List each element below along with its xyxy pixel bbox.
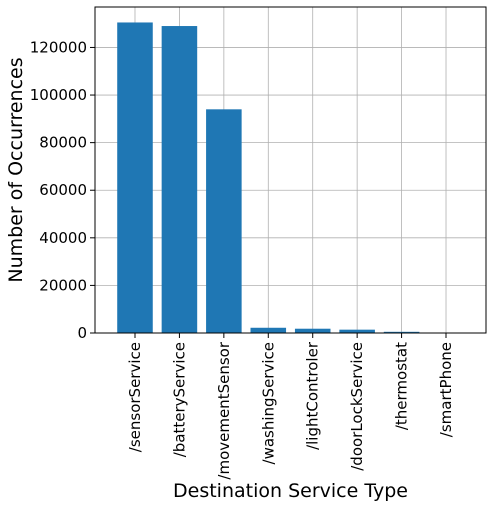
bar [161, 26, 198, 333]
x-tick-label: /movementSensor [215, 341, 233, 479]
bars [117, 22, 464, 334]
y-tick-label: 120000 [30, 38, 87, 56]
bar [294, 328, 331, 333]
plot-frame [94, 6, 487, 334]
x-tick-label: /sensorService [126, 342, 144, 452]
y-tick-label: 100000 [30, 86, 87, 104]
x-tick-label: /lightControler [304, 341, 322, 450]
y-tick-label: 40000 [39, 229, 87, 247]
y-tick-label: 20000 [39, 276, 87, 294]
bar [339, 329, 375, 333]
x-tick-label: /smartPhone [437, 342, 455, 437]
bar [383, 331, 420, 333]
y-axis-ticks: 0 20000 40000 60000 80000 100000 120000 [30, 38, 95, 342]
grid-lines [95, 7, 486, 334]
x-tick-label: /washingService [259, 342, 277, 464]
bar [250, 327, 287, 333]
x-tick-label: /thermostat [393, 342, 411, 430]
y-tick-label: 80000 [39, 134, 87, 152]
bar [206, 109, 242, 333]
bar [117, 22, 153, 333]
x-axis-ticks: /sensorService/batteryService/movementSe… [126, 333, 455, 480]
x-tick-label: /doorLockService [348, 342, 366, 471]
y-tick-label: 0 [77, 324, 87, 342]
y-axis-title: Number of Occurrences [5, 57, 27, 282]
y-tick-label: 60000 [39, 181, 87, 199]
x-tick-label: /batteryService [170, 342, 188, 457]
x-axis-title: Destination Service Type [173, 480, 408, 502]
